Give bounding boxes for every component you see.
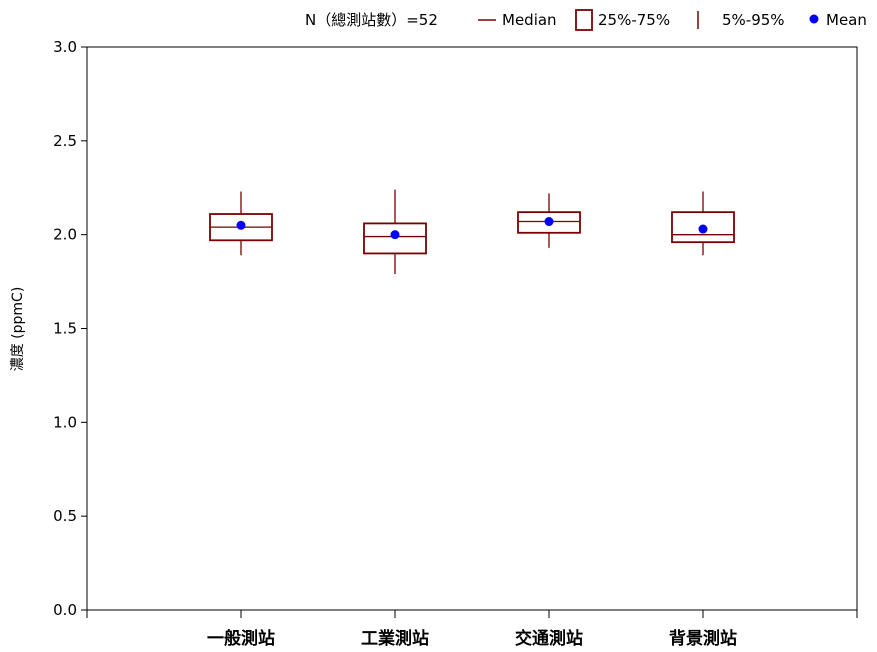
legend-iqr-label: 25%-75% xyxy=(598,11,670,29)
legend-n-label: N（總測站數）=52 xyxy=(305,11,438,29)
mean-point xyxy=(544,217,554,227)
y-tick-label: 0.5 xyxy=(53,507,77,525)
box-group xyxy=(363,189,427,275)
x-category-label: 交通測站 xyxy=(515,628,583,649)
legend-iqr-swatch xyxy=(575,9,593,31)
x-category-label: 一般測站 xyxy=(207,628,275,649)
legend-range-label: 5%-95% xyxy=(722,11,785,29)
iqr-box xyxy=(363,222,427,255)
y-tick-label: 0.0 xyxy=(53,601,77,619)
iqr-box xyxy=(671,211,735,244)
box-series xyxy=(209,189,735,275)
y-tick-label: 2.0 xyxy=(53,226,77,244)
y-axis: 0.0 0.5 1.0 1.5 2.0 2.5 3.0 xyxy=(53,38,87,619)
mean-point xyxy=(698,224,708,234)
plot-frame xyxy=(86,46,858,611)
box-group xyxy=(517,193,581,248)
mean-point xyxy=(390,230,400,240)
mean-point xyxy=(236,220,246,230)
iqr-box xyxy=(517,211,581,234)
y-tick-label: 2.5 xyxy=(53,132,77,150)
y-tick-label: 1.0 xyxy=(53,413,77,431)
legend: N（總測站數）=52 Median 25%-75% 5%-95% Mean xyxy=(305,9,867,31)
y-tick-label: 1.5 xyxy=(53,320,77,338)
legend-median-label: Median xyxy=(502,11,557,29)
legend-mean-swatch xyxy=(809,14,819,24)
y-axis-label: 濃度 (ppmC) xyxy=(10,287,26,372)
box-group xyxy=(671,191,735,256)
y-tick-label: 3.0 xyxy=(53,38,77,56)
x-category-label: 背景測站 xyxy=(669,628,737,649)
legend-mean-label: Mean xyxy=(826,11,867,29)
x-axis: 一般測站 工業測站 交通測站 背景測站 xyxy=(86,610,858,649)
box-group xyxy=(209,191,273,256)
x-category-label: 工業測站 xyxy=(361,628,429,649)
